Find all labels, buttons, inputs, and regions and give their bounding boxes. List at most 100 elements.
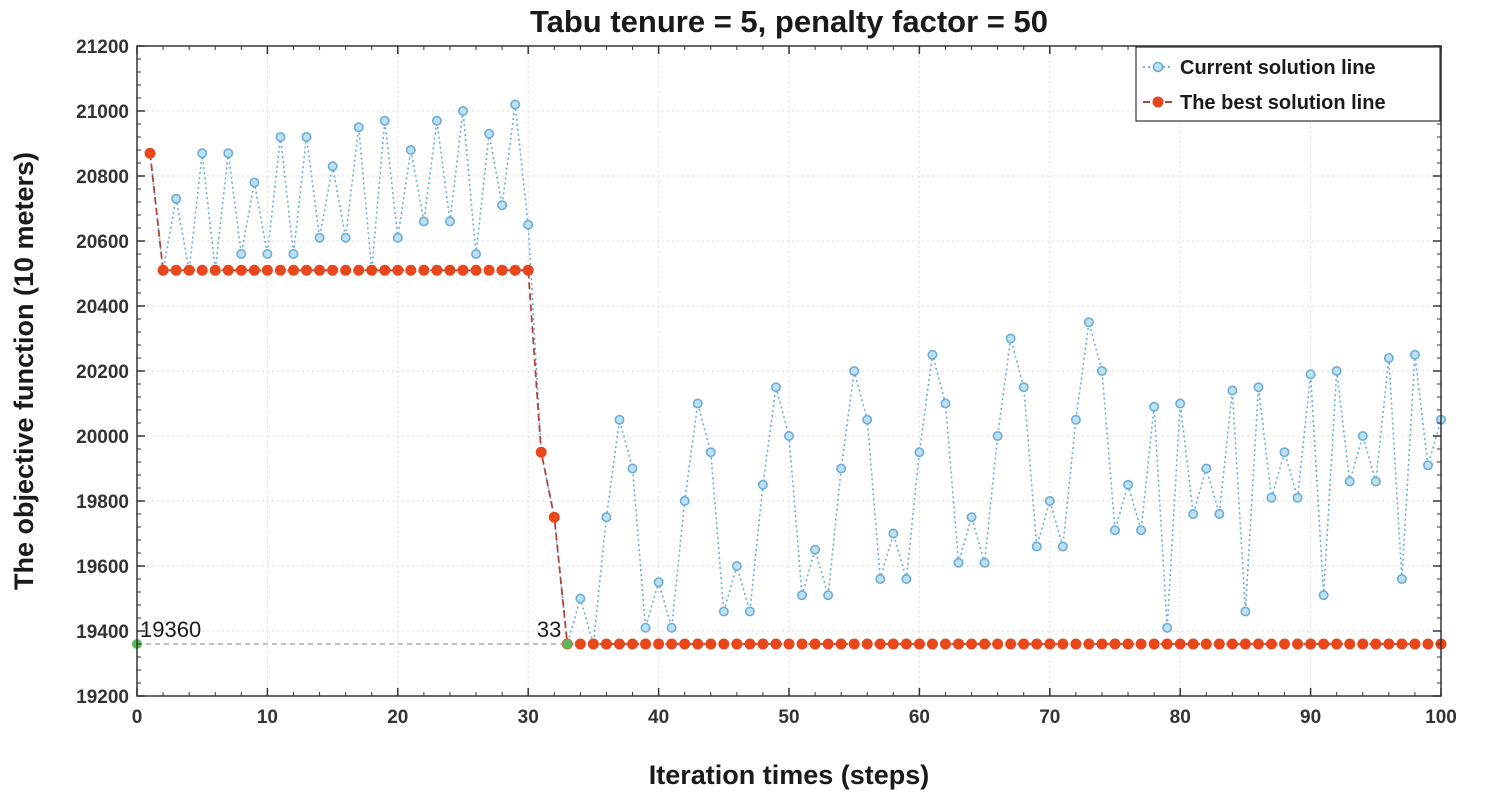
current-solution-point xyxy=(888,528,899,539)
x-tick-label: 100 xyxy=(1425,707,1457,728)
best-solution-point xyxy=(966,638,978,650)
best-solution-point xyxy=(548,511,560,523)
current-solution-point xyxy=(797,590,808,601)
best-solution-point xyxy=(457,264,469,276)
best-solution-point xyxy=(718,638,730,650)
best-solution-point xyxy=(274,264,286,276)
best-solution-point xyxy=(1226,638,1238,650)
current-solution-point xyxy=(875,573,886,584)
annotation-label: 33 xyxy=(537,617,561,642)
x-tick-label: 0 xyxy=(132,707,143,728)
current-solution-point xyxy=(757,479,768,490)
current-solution-point xyxy=(1383,352,1394,363)
current-solution-point xyxy=(379,115,390,126)
best-solution-point xyxy=(301,264,313,276)
annotation-marker xyxy=(562,639,573,649)
best-solution-point xyxy=(1265,638,1277,650)
best-solution-point xyxy=(1044,638,1056,650)
best-solution-point xyxy=(353,264,365,276)
best-solution-point xyxy=(1396,638,1408,650)
best-solution-point xyxy=(757,638,769,650)
best-solution-point xyxy=(848,638,860,650)
current-solution-point xyxy=(666,622,677,633)
chart-title: Tabu tenure = 5, penalty factor = 50 xyxy=(530,4,1048,39)
best-solution-point xyxy=(705,638,717,650)
best-solution-point xyxy=(770,638,782,650)
best-solution-point xyxy=(340,264,352,276)
current-solution-point xyxy=(1175,398,1186,409)
current-solution-point xyxy=(1331,365,1342,376)
x-tick-label: 80 xyxy=(1170,707,1191,728)
best-solution-point xyxy=(1292,638,1304,650)
current-solution-point xyxy=(1136,525,1147,536)
current-solution-point xyxy=(1044,495,1055,506)
best-solution-point xyxy=(431,264,443,276)
x-tick-label: 60 xyxy=(909,707,930,728)
best-solution-point xyxy=(1213,638,1225,650)
current-solution-point xyxy=(575,593,586,604)
y-tick-label: 19200 xyxy=(76,687,129,708)
current-solution-point xyxy=(836,463,847,474)
best-solution-point xyxy=(926,638,938,650)
best-solution-point xyxy=(1239,638,1251,650)
current-solution-point xyxy=(1292,492,1303,503)
current-solution-line xyxy=(149,104,1442,645)
current-solution-point xyxy=(770,382,781,393)
best-solution-point xyxy=(1344,638,1356,650)
current-solution-point xyxy=(392,232,403,243)
best-solution-point xyxy=(392,264,404,276)
legend-best-marker xyxy=(1152,96,1164,108)
current-solution-point xyxy=(457,106,468,117)
legend-best-label: The best solution line xyxy=(1180,92,1386,114)
best-solution-point xyxy=(1018,638,1030,650)
current-solution-point xyxy=(197,148,208,159)
current-solution-point xyxy=(418,216,429,227)
best-solution-point xyxy=(1161,638,1173,650)
current-solution-point xyxy=(510,99,521,110)
current-solution-point xyxy=(405,145,416,156)
current-solution-point xyxy=(1201,463,1212,474)
current-solution-point xyxy=(327,161,338,172)
current-solution-point xyxy=(444,216,455,227)
current-solution-point xyxy=(1149,401,1160,412)
current-solution-point xyxy=(601,512,612,523)
current-solution-point xyxy=(1305,369,1316,380)
current-solution-point xyxy=(1370,476,1381,487)
x-axis-label: Iteration times (steps) xyxy=(649,760,930,790)
current-solution-point xyxy=(1344,476,1355,487)
current-solution-point xyxy=(1031,541,1042,552)
best-solution-point xyxy=(235,264,247,276)
current-solution-point xyxy=(1253,382,1264,393)
best-solution-point xyxy=(874,638,886,650)
best-solution-point xyxy=(444,264,456,276)
current-solution-point xyxy=(901,573,912,584)
current-solution-point xyxy=(1279,447,1290,458)
best-solution-point xyxy=(522,264,534,276)
current-solution-point xyxy=(718,606,729,617)
current-solution-point xyxy=(1057,541,1068,552)
best-solution-point xyxy=(653,638,665,650)
best-solution-point xyxy=(796,638,808,650)
best-solution-point xyxy=(1057,638,1069,650)
y-tick-label: 19800 xyxy=(76,492,129,513)
current-solution-point xyxy=(1018,382,1029,393)
current-solution-point xyxy=(1096,365,1107,376)
best-solution-point xyxy=(509,264,521,276)
best-solution-point xyxy=(379,264,391,276)
series-lines xyxy=(149,104,1442,645)
best-solution-point xyxy=(144,147,156,159)
current-solution-point xyxy=(236,249,247,260)
best-solution-point xyxy=(483,264,495,276)
best-solution-point xyxy=(1331,638,1343,650)
best-solution-point xyxy=(470,264,482,276)
current-solution-point xyxy=(431,115,442,126)
current-solution-point xyxy=(353,122,364,133)
best-solution-point xyxy=(953,638,965,650)
best-solution-point xyxy=(1109,638,1121,650)
current-solution-point xyxy=(744,606,755,617)
legend-current-label: Current solution line xyxy=(1180,57,1376,79)
current-solution-point xyxy=(1083,317,1094,328)
best-solution-point xyxy=(1357,638,1369,650)
current-solution-point xyxy=(705,447,716,458)
best-solution-point xyxy=(196,264,208,276)
